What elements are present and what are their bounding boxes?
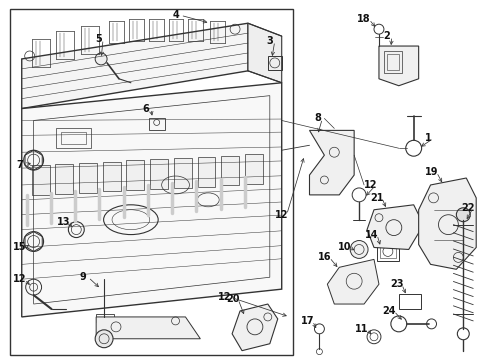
Text: 22: 22 [462,203,475,213]
Polygon shape [174,158,192,188]
Bar [96,314,114,322]
Bar [387,54,399,70]
Polygon shape [103,162,121,191]
Polygon shape [367,205,424,249]
Text: 13: 13 [57,217,70,227]
Polygon shape [32,165,49,195]
Text: 10: 10 [338,243,351,252]
Circle shape [95,330,113,348]
Polygon shape [327,260,379,304]
Text: 2: 2 [384,31,390,41]
Text: 12: 12 [364,180,378,190]
Text: 16: 16 [318,252,331,262]
Text: 8: 8 [314,113,321,123]
Text: 23: 23 [390,279,404,289]
Polygon shape [55,164,73,194]
Polygon shape [197,157,216,186]
Bar [399,294,420,309]
Polygon shape [232,304,278,351]
Polygon shape [245,154,263,184]
Polygon shape [150,159,168,189]
Text: 15: 15 [13,243,26,252]
Text: 6: 6 [143,104,149,113]
Bar [384,51,402,73]
Bar [10,9,293,355]
Text: 3: 3 [267,36,273,46]
Text: 12: 12 [13,274,26,284]
Polygon shape [418,178,476,269]
Bar [268,56,282,70]
Polygon shape [22,83,282,317]
Text: 24: 24 [382,306,395,316]
Bar [56,129,91,148]
Bar [61,132,86,144]
Text: 7: 7 [16,160,23,170]
Text: 19: 19 [425,167,438,177]
Bar [380,244,396,258]
Text: 11: 11 [355,324,369,334]
Text: 14: 14 [365,230,379,239]
Text: 18: 18 [357,14,371,24]
Polygon shape [379,46,418,86]
Bar [377,242,399,261]
Text: 21: 21 [370,193,384,203]
Circle shape [456,208,470,222]
Text: 17: 17 [301,316,314,326]
Text: 12: 12 [219,292,232,302]
Circle shape [95,53,107,65]
Polygon shape [221,156,239,185]
Polygon shape [79,163,97,193]
Text: 9: 9 [80,272,87,282]
Text: 12: 12 [275,210,289,220]
Text: 4: 4 [172,10,179,20]
Polygon shape [248,23,282,83]
Polygon shape [310,130,354,195]
Circle shape [350,240,368,258]
Text: 20: 20 [226,294,240,304]
Bar [149,118,165,130]
Text: 5: 5 [95,34,101,44]
Polygon shape [22,23,248,109]
Polygon shape [126,160,145,190]
Text: 1: 1 [425,133,432,143]
Polygon shape [96,317,200,339]
